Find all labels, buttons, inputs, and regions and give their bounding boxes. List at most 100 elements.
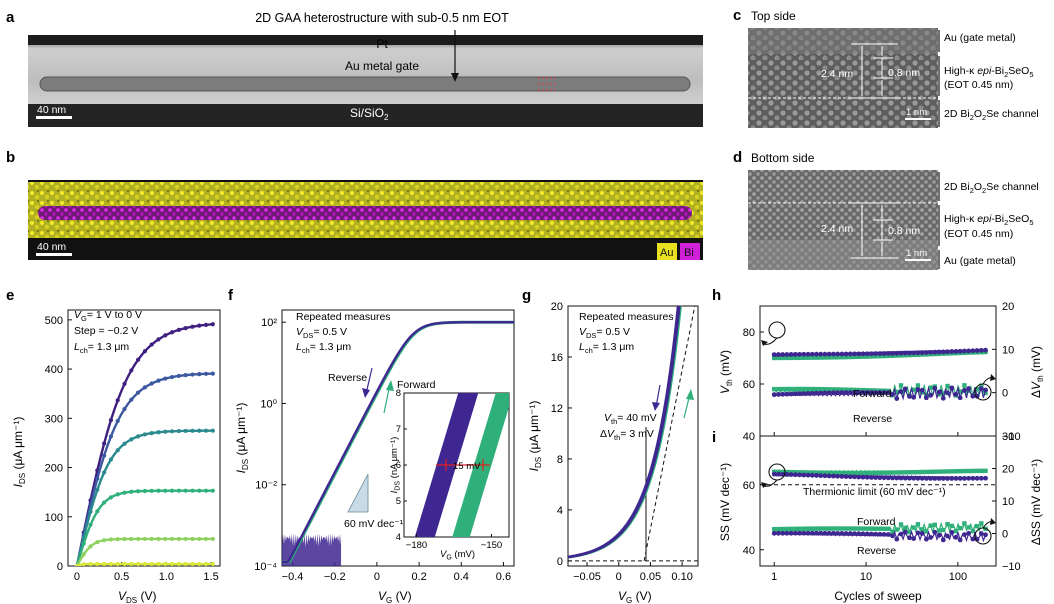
h-point: [928, 385, 933, 390]
panel-g: g −0.05 0 0.05 0.10 0 4 8 12 16 20 Repeated measu…: [522, 287, 699, 604]
i-point: [936, 532, 942, 538]
scalebar-c: [905, 118, 931, 120]
h-point: [856, 390, 862, 395]
e-point: [129, 437, 134, 442]
e-point: [183, 561, 188, 566]
layer-label-c2: High-κ epi-Bi2SeO5: [944, 65, 1033, 79]
h-point: [826, 351, 832, 357]
h-point: [881, 390, 887, 395]
f-ytick-label: 10²: [261, 317, 277, 329]
i-ytick-label: 10: [1002, 496, 1014, 508]
e-point: [176, 488, 181, 493]
i-point: [776, 530, 781, 536]
ylabel-g: IDS (μA μm⁻¹): [527, 401, 543, 472]
panel-a-title: 2D GAA heterostructure with sub-0.5 nm E…: [255, 11, 509, 25]
roi-marks: [538, 77, 556, 91]
dim-inner-c: 0.8 nm: [888, 67, 920, 79]
e-point: [74, 563, 80, 566]
i-point: [983, 468, 988, 473]
i-point: [907, 475, 912, 481]
inset-ytick-label: 7: [396, 424, 401, 435]
i-point: [797, 526, 802, 531]
h-point: [860, 354, 866, 359]
f-xtick-label: 0.2: [411, 571, 426, 583]
i-point: [907, 529, 912, 535]
h-point: [801, 386, 807, 392]
e-point: [122, 441, 127, 446]
i-point: [890, 533, 895, 539]
h-point: [898, 350, 904, 356]
i-point: [822, 530, 828, 536]
legend-bi: Bi: [684, 247, 694, 259]
h-point: [835, 387, 840, 392]
e-point: [142, 432, 147, 437]
i-point: [923, 536, 929, 542]
ann-f-3: Lch= 1.3 μm: [296, 341, 351, 355]
h-point: [923, 350, 929, 355]
h-ytick-label: 10: [1002, 344, 1014, 356]
h-point: [843, 354, 849, 360]
h-point: [814, 390, 819, 396]
e-point: [122, 490, 127, 495]
e-point: [203, 536, 209, 542]
e-point: [142, 385, 147, 390]
h-point: [818, 351, 824, 357]
e-point: [88, 561, 93, 566]
h-point: [902, 350, 908, 356]
label-g-dvth: ΔVth= 3 mV: [600, 428, 654, 442]
e-point: [190, 536, 195, 542]
i-point: [928, 469, 933, 475]
i-point: [974, 523, 980, 529]
e-point: [108, 457, 114, 462]
e-point: [169, 429, 175, 434]
i-point: [877, 470, 883, 475]
i-point: [923, 475, 929, 481]
i-point: [915, 522, 921, 527]
e-point: [176, 536, 181, 542]
panel-label-a: a: [6, 9, 15, 26]
h-point: [936, 389, 942, 395]
i-point: [814, 473, 819, 478]
i-point: [936, 528, 942, 533]
panel-label-h: h: [712, 287, 721, 304]
i-point: [856, 531, 862, 537]
legend-au: Au: [660, 247, 673, 259]
h-point: [843, 387, 849, 392]
h-point: [983, 387, 988, 393]
e-point: [176, 561, 181, 566]
h-point: [814, 355, 819, 360]
h-point: [974, 348, 980, 353]
e-point: [163, 536, 168, 542]
i-ytick-label: 30: [1002, 431, 1014, 443]
i-point: [966, 475, 972, 481]
h-point: [852, 354, 857, 360]
i-point: [814, 526, 819, 531]
h-point: [852, 351, 857, 357]
i-point: [848, 526, 853, 531]
h-point: [848, 387, 853, 392]
inset-shift-label: 15 mV: [453, 461, 481, 472]
g-xtick-label: −0.05: [573, 571, 601, 583]
h-point: [962, 348, 967, 354]
h-point: [907, 350, 912, 356]
i-point: [771, 471, 777, 477]
h-point: [953, 349, 959, 354]
h-point: [890, 391, 895, 397]
axis-ticks-g: −0.05 0 0.05 0.10 0 4 8 12 16 20: [551, 301, 693, 583]
h-point: [839, 355, 845, 360]
h-point: [890, 350, 895, 356]
h-point: [830, 351, 836, 357]
i-point: [962, 468, 967, 474]
h-point: [915, 387, 921, 392]
i-point: [780, 526, 785, 532]
e-point: [95, 487, 100, 492]
i-point: [830, 530, 836, 536]
slope-triangle-f: [347, 473, 369, 513]
label-f-forward: Forward: [397, 379, 436, 391]
h-point: [936, 349, 942, 355]
i-point: [894, 536, 900, 542]
panel-e: e 0 0.5 1.0 1.5 0 100 200 300 400 500 VG= 1 V to …: [6, 287, 221, 604]
panel-label-b: b: [6, 149, 15, 166]
h-point: [847, 390, 853, 395]
i-point: [805, 470, 811, 475]
